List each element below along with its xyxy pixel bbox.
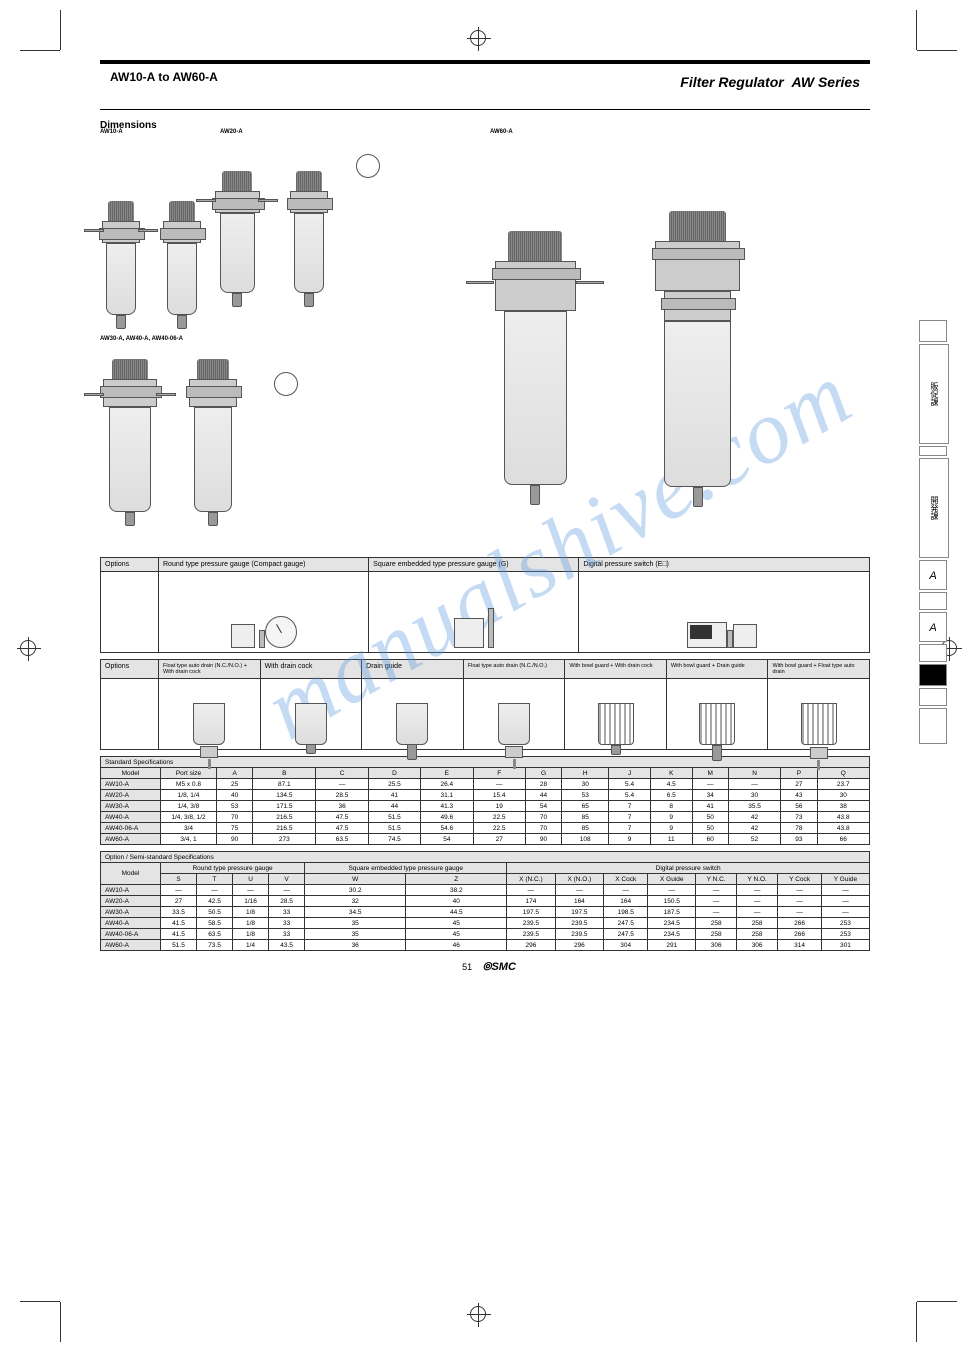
- bowl-opt-guard-cock: With bowl guard + With drain cock: [565, 660, 667, 678]
- drawing-aw10-front: [100, 201, 142, 331]
- table-row: AW40-06-A41.563.51/8333545239.5239.5247.…: [101, 929, 870, 940]
- drawing-panel-top-1: [344, 151, 392, 181]
- crop-mark: [60, 10, 61, 50]
- drawing-digital-switch: [579, 572, 869, 652]
- col-model: Model: [101, 768, 161, 779]
- tab-vertical-2: 開発課: [919, 458, 949, 558]
- drawing-aw60-side: [650, 211, 745, 531]
- page-number: 51: [462, 962, 472, 972]
- table-row: AW20-A2742.51/1628.53240174164164150.5——…: [101, 896, 870, 907]
- tab-current: [919, 664, 947, 686]
- table-row: AW30-A33.550.51/83334.544.5197.5197.5198…: [101, 907, 870, 918]
- drawing-aw30-side: [186, 359, 240, 549]
- drawings-area: AW10-A AW20-A: [100, 131, 870, 551]
- group-square: Square embedded type pressure gauge: [305, 863, 507, 874]
- bowl-opt-cock: With drain cock: [261, 660, 363, 678]
- std-table-title: Standard Specifications: [101, 757, 870, 768]
- bowl-opt-guard-float: With bowl guard + Float type auto drain: [768, 660, 869, 678]
- drawing-bowl-6: [667, 679, 769, 749]
- registration-mark: [470, 1306, 486, 1322]
- table-row: AW30-A1/4, 3/853171.5364441.319546578413…: [101, 801, 870, 812]
- tab-ac: [919, 320, 947, 342]
- drawing-bowl-1: [159, 679, 261, 749]
- table-row: AW40-06-A3/475216.547.551.554.622.570857…: [101, 823, 870, 834]
- page-header: AW10-A to AW60-A Filter Regulator AW Ser…: [100, 60, 870, 110]
- gauge-options-table: Options Round type pressure gauge (Compa…: [100, 557, 870, 653]
- drawing-aw10-side: [161, 201, 203, 331]
- standard-dims-table: Standard Specifications Model Port size …: [100, 756, 870, 845]
- table-row: AW40-A1/4, 3/8, 1/270216.547.551.549.622…: [101, 812, 870, 823]
- smc-logo: ⦾SMC: [483, 961, 516, 973]
- options-label: Options: [101, 558, 159, 571]
- options-label-2: Options: [101, 660, 159, 678]
- page-footer: 51 ⦾SMC: [100, 961, 870, 974]
- opt-square-gauge-label: Square embedded type pressure gauge (G): [369, 558, 579, 571]
- col-port: Port size: [161, 768, 217, 779]
- tab-vertical-1: 販促課: [919, 344, 949, 444]
- drawing-aw30-front: [100, 359, 160, 549]
- registration-mark: [470, 30, 486, 46]
- table-row: AW10-A————30.238.2————————: [101, 885, 870, 896]
- drawing-bowl-5: [565, 679, 667, 749]
- table-row: AW40-A41.558.51/8333545239.5239.5247.523…: [101, 918, 870, 929]
- crop-mark: [20, 1301, 60, 1302]
- crop-mark: [916, 1302, 917, 1342]
- section-heading-dimensions: Dimensions: [100, 120, 870, 131]
- group-round: Round type pressure gauge: [161, 863, 305, 874]
- crop-mark: [916, 10, 917, 50]
- bowl-opt-float-cock: Float type auto drain (N.C./N.O.) + With…: [159, 660, 261, 678]
- drawing-bowl-7: [768, 679, 869, 749]
- drawing-aw20-side: [288, 171, 330, 331]
- bowl-opt-guard-guide: With bowl guard + Drain guide: [667, 660, 769, 678]
- crop-mark: [917, 1301, 957, 1302]
- side-index-tabs: 販促課 開発課 A A: [919, 320, 947, 746]
- crop-mark: [917, 50, 957, 51]
- group-digital: Digital pressure switch: [507, 863, 870, 874]
- option-dims-table: Option / Semi-standard Specifications Mo…: [100, 851, 870, 951]
- drawing-square-gauge: [369, 572, 579, 652]
- product-series: AW Series: [792, 74, 860, 90]
- table-row: AW60-A51.573.51/443.53646296296304291306…: [101, 940, 870, 951]
- tab-a2: A: [919, 612, 947, 642]
- drawing-bowl-4: [464, 679, 566, 749]
- drawing-aw60-front: [490, 231, 580, 531]
- bowl-options-table: Options Float type auto drain (N.C./N.O.…: [100, 659, 870, 750]
- tab-a1: A: [919, 560, 947, 590]
- drawing-bowl-2: [261, 679, 363, 749]
- drawing-aw20-front: [212, 171, 262, 331]
- bowl-opt-float: Float type auto drain (N.C./N.O.): [464, 660, 566, 678]
- opt-round-gauge-label: Round type pressure gauge (Compact gauge…: [159, 558, 369, 571]
- drawing-round-gauge: [159, 572, 369, 652]
- table-row: AW20-A1/8, 1/440134.528.54131.115.444535…: [101, 790, 870, 801]
- registration-mark: [20, 640, 36, 656]
- product-title: Filter Regulator: [680, 74, 783, 90]
- bowl-opt-guide: Drain guide: [362, 660, 464, 678]
- crop-mark: [20, 50, 60, 51]
- crop-mark: [60, 1302, 61, 1342]
- table-row: AW60-A3/4, 19027363.574.5542790108911605…: [101, 834, 870, 845]
- opt-digital-switch-label: Digital pressure switch (E□): [579, 558, 869, 571]
- drawing-bowl-3: [362, 679, 464, 749]
- table-row: AW10-AM5 x 0.82587.1—25.526.4—28305.44.5…: [101, 779, 870, 790]
- opt-table-title: Option / Semi-standard Specifications: [101, 852, 870, 863]
- drawing-panel-top-2: [262, 369, 310, 399]
- col-model-2: Model: [101, 863, 161, 885]
